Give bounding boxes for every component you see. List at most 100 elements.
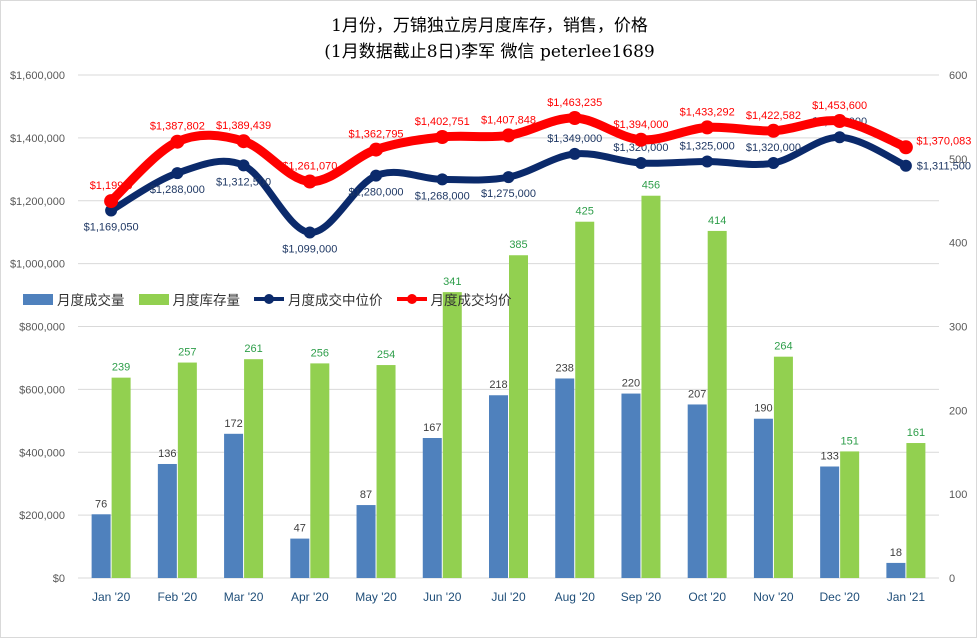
median-price-point [701,155,714,168]
right-tick-label: 500 [949,154,967,166]
sales-bar-label: 207 [688,388,706,400]
sales-bar [224,433,244,578]
sales-bar [489,395,508,578]
average-price-point [766,123,781,138]
sales-bar-label: 76 [95,498,107,510]
average-price-label: $1,394,000 [613,119,668,131]
inventory-bar [773,356,793,578]
median-price-point [171,167,184,180]
inventory-bar [244,359,264,578]
average-price-label: $1,370,083 [916,135,971,147]
legend-marker [254,292,284,306]
inventory-bar-label: 414 [708,215,726,227]
sales-bar [886,562,906,578]
inventory-bar [376,365,396,578]
legend-item: 月度库存量 [138,289,241,309]
left-tick-label: $400,000 [19,447,65,459]
legend: 月度成交量 月度库存量 月度成交中位价 月度成交均价 [23,289,512,309]
average-price-point [236,134,251,149]
sales-bar-label: 172 [224,418,242,430]
legend-marker [396,292,427,306]
average-price-point [435,130,450,145]
right-tick-label: 600 [949,70,967,82]
median-price-point [502,171,515,184]
sales-bar [820,466,840,578]
inventory-bar [575,221,595,579]
sales-bar-label: 18 [890,547,902,559]
median-price-label: $1,288,000 [150,184,205,196]
median-price-label: $1,349,000 [547,133,602,145]
legend-item: 月度成交均价 [396,289,512,309]
average-price-label: $1,261,070 [282,161,337,173]
average-price-point [302,174,317,189]
median-price-point [568,147,581,160]
average-price-label: $1,387,802 [150,121,205,133]
median-price-point [634,157,647,170]
sales-bar-label: 133 [820,451,838,463]
left-tick-label: $1,400,000 [10,133,65,145]
sales-bar-label: 238 [556,362,574,374]
average-price-label: $1,402,751 [415,116,470,128]
sales-bar-label: 167 [423,422,441,434]
median-price-label: $1,099,000 [282,244,337,256]
right-tick-label: 100 [949,489,967,501]
legend-marker [23,293,53,305]
legend-label: 月度成交量 [57,293,125,308]
average-price-point [700,120,715,135]
median-price-point [370,169,383,182]
inventory-bar [111,377,131,578]
sales-bar [290,538,310,578]
legend-marker [138,293,169,305]
average-price-label: $1,433,292 [680,106,735,118]
inventory-bar [177,362,197,578]
chart-title-line1: 1月份，万锦独立房月度库存，销售，价格 [331,16,648,36]
legend-label: 月度成交中位价 [288,293,383,308]
x-tick-label: Nov '20 [753,590,794,604]
median-price-point [436,173,449,186]
median-price-point [303,226,316,239]
median-price-label: $1,320,000 [746,142,801,154]
sales-bar [356,505,376,578]
inventory-bar-label: 151 [840,435,858,447]
median-price-label: $1,169,050 [84,221,139,233]
inventory-bar-label: 456 [642,180,660,192]
inventory-bar [310,363,330,578]
sales-bar-label: 47 [294,523,306,535]
median-price-point [833,131,846,144]
x-tick-label: Feb '20 [158,590,198,604]
legend-label: 月度成交均价 [430,293,512,308]
average-price-label: $1,407,848 [481,114,536,126]
median-price-point [767,157,780,170]
right-tick-label: 400 [949,238,967,250]
average-price-label: $1,389,439 [216,120,271,132]
average-price-point [832,114,847,129]
inventory-bar [641,195,661,578]
left-tick-label: $600,000 [19,384,65,396]
legend-label: 月度库存量 [172,293,241,308]
median-price-label: $1,325,000 [680,140,735,152]
inventory-bar-label: 425 [576,206,594,218]
x-tick-label: Jun '20 [423,590,462,604]
inventory-bar-label: 161 [907,427,925,439]
inventory-bar-label: 256 [311,347,329,359]
average-price-label: $1,422,582 [746,110,801,122]
left-tick-label: $200,000 [19,510,65,522]
sales-bar [753,418,773,578]
inventory-bar-label: 341 [443,276,461,288]
chart-title-line2: (1月数据截止8日)李军 微信 peterlee1689 [324,42,655,62]
average-price-label: $1,362,795 [349,129,404,141]
right-tick-label: 0 [949,573,955,585]
inventory-bar-label: 254 [377,349,395,361]
sales-bar [91,514,111,578]
median-price-point [105,204,118,217]
x-tick-label: Oct '20 [688,590,726,604]
left-tick-label: $1,200,000 [10,196,65,208]
x-tick-label: May '20 [355,590,397,604]
x-tick-label: Jan '21 [887,590,926,604]
x-tick-label: Sep '20 [621,590,662,604]
inventory-bar [906,443,926,578]
inventory-bar-label: 239 [112,362,130,374]
x-tick-label: Dec '20 [819,590,860,604]
average-price-point [633,132,648,147]
sales-bar [157,463,177,578]
